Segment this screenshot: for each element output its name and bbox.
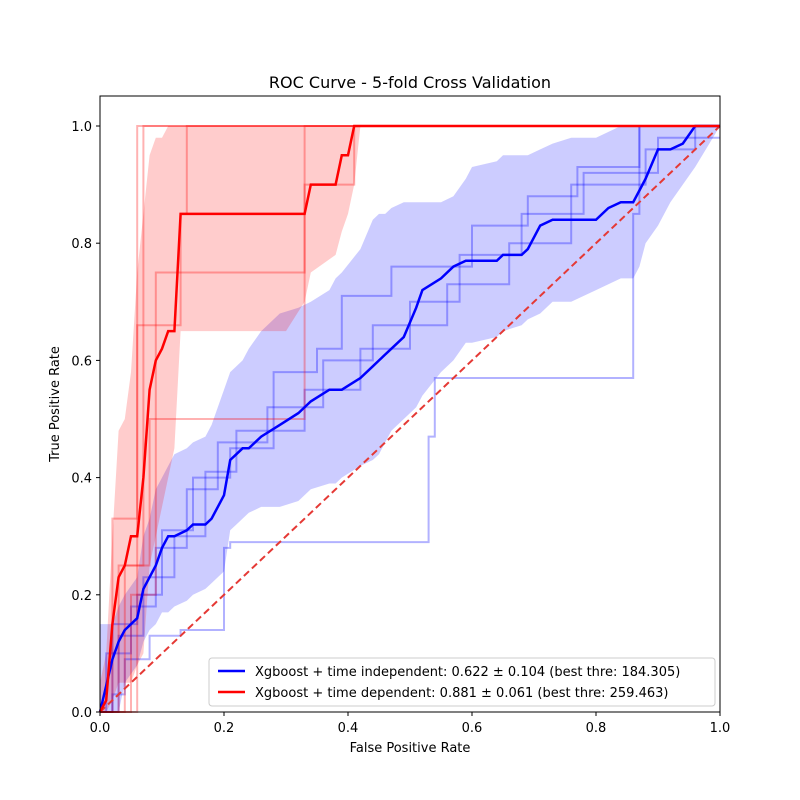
y-tick-label: 0.4: [71, 472, 92, 487]
x-axis-label: False Positive Rate: [350, 741, 471, 756]
fold-curve-dependent-5: [100, 125, 720, 713]
x-tick-label: 1.0: [710, 721, 731, 736]
y-axis-label: True Positive Rate: [48, 346, 63, 463]
x-tick-label: 0.8: [586, 721, 607, 736]
fold-curve-independent-4: [100, 125, 720, 713]
y-tick-label: 1.0: [71, 120, 92, 135]
fold-curve-dependent-3: [100, 125, 720, 713]
mean-roc-independent: [98, 124, 720, 713]
std-band-dependent: [100, 126, 720, 712]
legend-box: [208, 657, 716, 707]
plot-area: [98, 124, 721, 713]
chance-line: [99, 125, 721, 713]
mean-roc-dependent: [98, 124, 720, 713]
axes-frame: [99, 95, 721, 713]
fold-curve-independent-1: [100, 125, 720, 713]
fold-curve-dependent-2: [100, 125, 720, 713]
y-tick-label: 0.2: [71, 589, 92, 604]
x-tick-label: 0.0: [90, 721, 111, 736]
chart-title: ROC Curve - 5-fold Cross Validation: [269, 73, 551, 92]
legend: Xgboost + time independent: 0.622 ± 0.10…: [208, 657, 716, 707]
y-tick-label: 0.0: [71, 706, 92, 721]
x-tick-label: 0.4: [338, 721, 359, 736]
axis-ticks: 0.0 0.2 0.4 0.6 0.8 1.0 0.0 0.2 0.4 0.6 0.8 1.0: [71, 120, 730, 736]
fold-curve-independent-2: [100, 125, 720, 713]
x-tick-label: 0.2: [214, 721, 235, 736]
fold-curve-dependent-1: [100, 125, 720, 713]
fold-curve-dependent-4: [100, 125, 720, 713]
y-tick-label: 0.8: [71, 237, 92, 252]
y-tick-label: 0.6: [71, 354, 92, 369]
legend-label-dependent: Xgboost + time dependent: 0.881 ± 0.061 …: [255, 686, 668, 701]
legend-label-independent: Xgboost + time independent: 0.622 ± 0.10…: [255, 665, 680, 680]
x-tick-label: 0.6: [462, 721, 483, 736]
